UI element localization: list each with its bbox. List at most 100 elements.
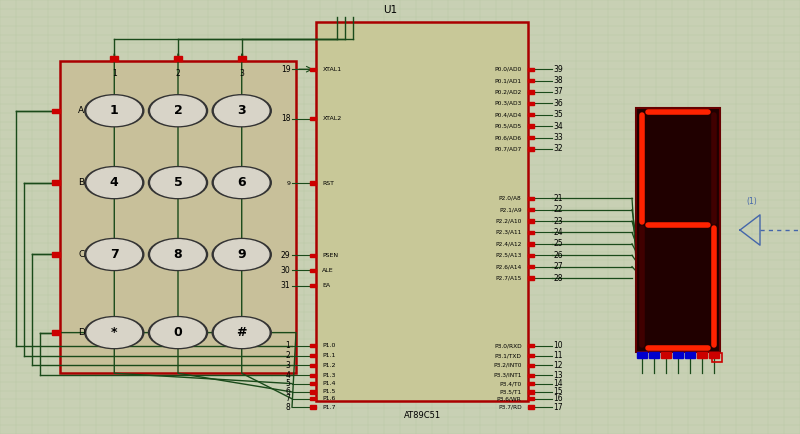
Circle shape [85,167,144,199]
Circle shape [87,168,142,197]
Text: P3.0/RXD: P3.0/RXD [494,343,522,348]
Text: P3.5/T1: P3.5/T1 [499,389,522,395]
Circle shape [85,238,144,270]
Text: P3.7/RD: P3.7/RD [498,404,522,410]
Text: AT89C51: AT89C51 [403,411,441,420]
Text: C: C [78,250,84,259]
Text: P0.2/AD2: P0.2/AD2 [494,89,522,95]
Text: 23: 23 [554,217,563,226]
Text: 14: 14 [554,379,563,388]
Text: 4: 4 [110,176,118,189]
Text: A: A [78,106,84,115]
FancyBboxPatch shape [60,61,296,373]
Bar [52,330,60,335]
Text: 34: 34 [554,122,563,131]
Bar [662,352,671,358]
Circle shape [214,96,269,125]
Bar [528,382,534,385]
Bar [528,265,534,268]
Text: P2.3/A11: P2.3/A11 [495,230,522,235]
Bar [310,117,316,120]
Bar [310,181,316,185]
Text: P3.3/INT1: P3.3/INT1 [494,373,522,378]
Text: P0.1/AD1: P0.1/AD1 [494,78,522,83]
Text: 30: 30 [281,266,290,275]
Bar [52,181,60,185]
Text: P2.1/A9: P2.1/A9 [499,207,522,212]
Text: U1: U1 [383,5,398,15]
Text: P0.0/AD0: P0.0/AD0 [494,67,522,72]
Text: 8: 8 [286,403,290,411]
Text: 9: 9 [286,181,290,186]
Text: 0: 0 [174,326,182,339]
Bar [636,108,720,352]
Text: 3: 3 [239,69,244,78]
Text: (1): (1) [746,197,758,206]
Text: P3.2/INT0: P3.2/INT0 [493,363,522,368]
Bar [650,352,659,358]
Text: P2.4/A12: P2.4/A12 [495,241,522,247]
Bar [697,352,707,358]
Text: 11: 11 [554,351,563,360]
Text: P1.3: P1.3 [322,373,336,378]
Text: 8: 8 [174,248,182,261]
Bar [709,352,718,358]
Text: 2: 2 [174,104,182,117]
Bar [528,276,534,279]
Bar [174,56,182,61]
Text: 17: 17 [554,403,563,411]
Text: *: * [111,326,118,339]
Text: 5: 5 [286,379,290,388]
Text: EA: EA [322,283,330,288]
Circle shape [149,95,207,127]
Text: P3.6/WR: P3.6/WR [497,396,522,401]
Text: B: B [78,178,84,187]
Text: 26: 26 [554,251,563,260]
Bar [528,405,534,409]
Text: 13: 13 [554,371,563,380]
Text: #: # [237,326,247,339]
Text: 36: 36 [554,99,563,108]
Circle shape [151,240,205,269]
Text: P1.4: P1.4 [322,381,336,386]
Text: 24: 24 [554,228,563,237]
Circle shape [85,95,144,127]
Text: 38: 38 [554,76,563,85]
Bar [310,344,316,347]
Circle shape [87,240,142,269]
Text: P2.6/A14: P2.6/A14 [495,264,522,269]
Text: 3: 3 [238,104,246,117]
Text: 7: 7 [110,248,118,261]
Circle shape [149,238,207,270]
Text: 7: 7 [286,395,290,403]
Text: 1: 1 [286,341,290,350]
Bar [528,390,534,394]
Circle shape [87,96,142,125]
Text: D: D [78,328,85,337]
Text: 6: 6 [238,176,246,189]
Bar [528,253,534,257]
Text: 27: 27 [554,262,563,271]
Text: P1.5: P1.5 [322,389,336,395]
Text: 29: 29 [281,251,290,260]
Text: ALE: ALE [322,268,334,273]
Text: P0.3/AD3: P0.3/AD3 [494,101,522,106]
Text: P1.2: P1.2 [322,363,336,368]
Circle shape [212,238,271,270]
Text: P0.5/AD5: P0.5/AD5 [494,124,522,128]
Bar [310,382,316,385]
Bar [52,108,60,113]
Text: 9: 9 [238,248,246,261]
Text: P2.0/A8: P2.0/A8 [499,196,522,201]
Text: P2.7/A15: P2.7/A15 [495,276,522,280]
Circle shape [212,316,271,349]
Text: 10: 10 [554,341,563,350]
Text: 4: 4 [286,371,290,380]
Bar [310,253,316,257]
Bar [528,344,534,347]
Text: 6: 6 [286,388,290,396]
Bar [528,79,534,82]
Text: P1.0: P1.0 [322,343,336,348]
Text: 3: 3 [286,361,290,370]
Circle shape [149,316,207,349]
